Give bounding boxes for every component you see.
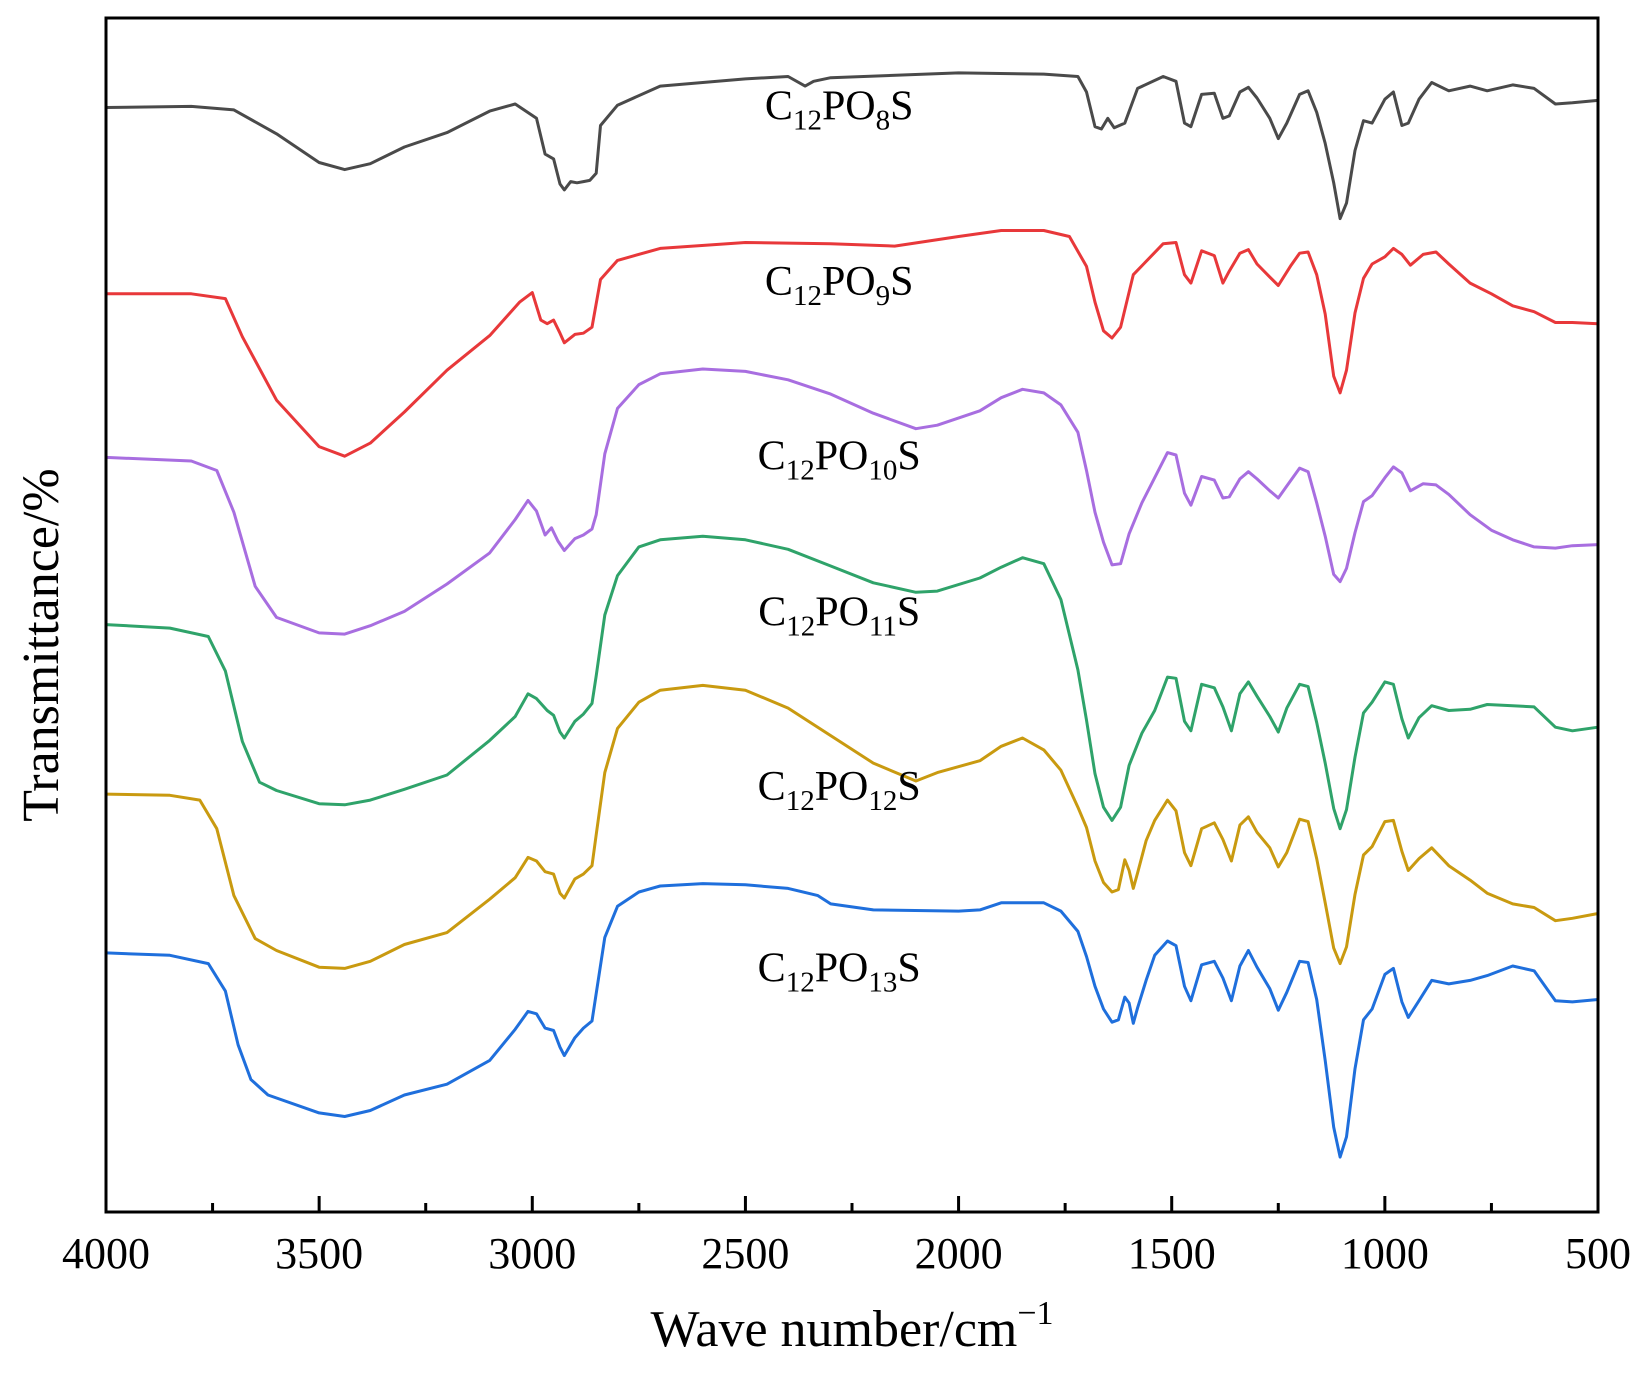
x-axis-title: Wave number/cm−1	[650, 1295, 1053, 1358]
series-label-subscript: 11	[869, 611, 897, 643]
series-label-text: PO	[815, 764, 869, 810]
series-line-C12PO13S	[104, 882, 1600, 1159]
series-label-text: PO	[815, 433, 869, 479]
series-label-layer: C12PO8SC12PO9SC12PO10SC12PO11SC12PO12SC1…	[758, 83, 921, 998]
series-label-subscript: 13	[868, 967, 897, 999]
series-line-C12PO9S	[104, 229, 1600, 458]
series-label-C12PO9S: C12PO9S	[765, 259, 914, 312]
series-label-text: S	[890, 259, 913, 305]
series-label-C12PO8S: C12PO8S	[765, 83, 914, 136]
series-label-subscript: 10	[868, 454, 897, 486]
series-label-text: C	[765, 259, 793, 305]
series-label-text: S	[897, 590, 920, 636]
series-label-text: S	[897, 433, 920, 479]
series-label-C12PO10S: C12PO10S	[758, 433, 921, 486]
series-label-C12PO11S: C12PO11S	[758, 590, 920, 643]
y-axis-title: Transmittance/%	[13, 468, 70, 821]
x-tick-label: 500	[1565, 1229, 1631, 1278]
x-tick-label: 1000	[1341, 1229, 1429, 1278]
series-line-C12PO8S	[104, 71, 1600, 221]
x-axis-title-superscript: −1	[1017, 1295, 1053, 1332]
series-label-subscript: 12	[793, 280, 822, 312]
series-label-C12PO12S: C12PO12S	[758, 764, 921, 817]
x-tick-label: 2000	[915, 1229, 1003, 1278]
series-line-C12PO10S	[104, 367, 1600, 636]
series-label-subscript: 12	[786, 611, 815, 643]
series-label-subscript: 12	[786, 454, 815, 486]
series-label-subscript: 12	[786, 785, 815, 817]
series-label-text: C	[765, 83, 793, 129]
series-label-text: S	[897, 764, 920, 810]
series-label-subscript: 12	[793, 104, 822, 136]
series-line-C12PO12S	[104, 683, 1600, 970]
series-label-subscript: 12	[868, 785, 897, 817]
series-label-subscript: 8	[876, 104, 891, 136]
x-tick-label: 3000	[488, 1229, 576, 1278]
x-tick-label: 2500	[701, 1229, 789, 1278]
series-line-C12PO11S	[104, 534, 1600, 831]
x-tick-label: 4000	[62, 1229, 150, 1278]
x-tick-label: 1500	[1128, 1229, 1216, 1278]
x-axis-title-text: Wave number/cm	[650, 1301, 1017, 1358]
x-axis-ticks: 4000 3500 3000 2500 2000 1500 1000 500	[62, 1196, 1631, 1278]
series-label-text: C	[758, 433, 786, 479]
series-label-C12PO13S: C12PO13S	[758, 946, 921, 999]
series-label-text: PO	[815, 946, 869, 992]
series-label-text: C	[758, 946, 786, 992]
x-tick-label: 3500	[275, 1229, 363, 1278]
series-label-text: PO	[815, 590, 869, 636]
series-layer	[104, 71, 1600, 1159]
series-label-text: C	[758, 590, 786, 636]
series-label-subscript: 12	[786, 967, 815, 999]
series-label-text: PO	[822, 83, 876, 129]
series-label-text: PO	[822, 259, 876, 305]
series-label-text: C	[758, 764, 786, 810]
series-label-text: S	[890, 83, 913, 129]
series-label-text: S	[897, 946, 920, 992]
series-label-subscript: 9	[876, 280, 891, 312]
